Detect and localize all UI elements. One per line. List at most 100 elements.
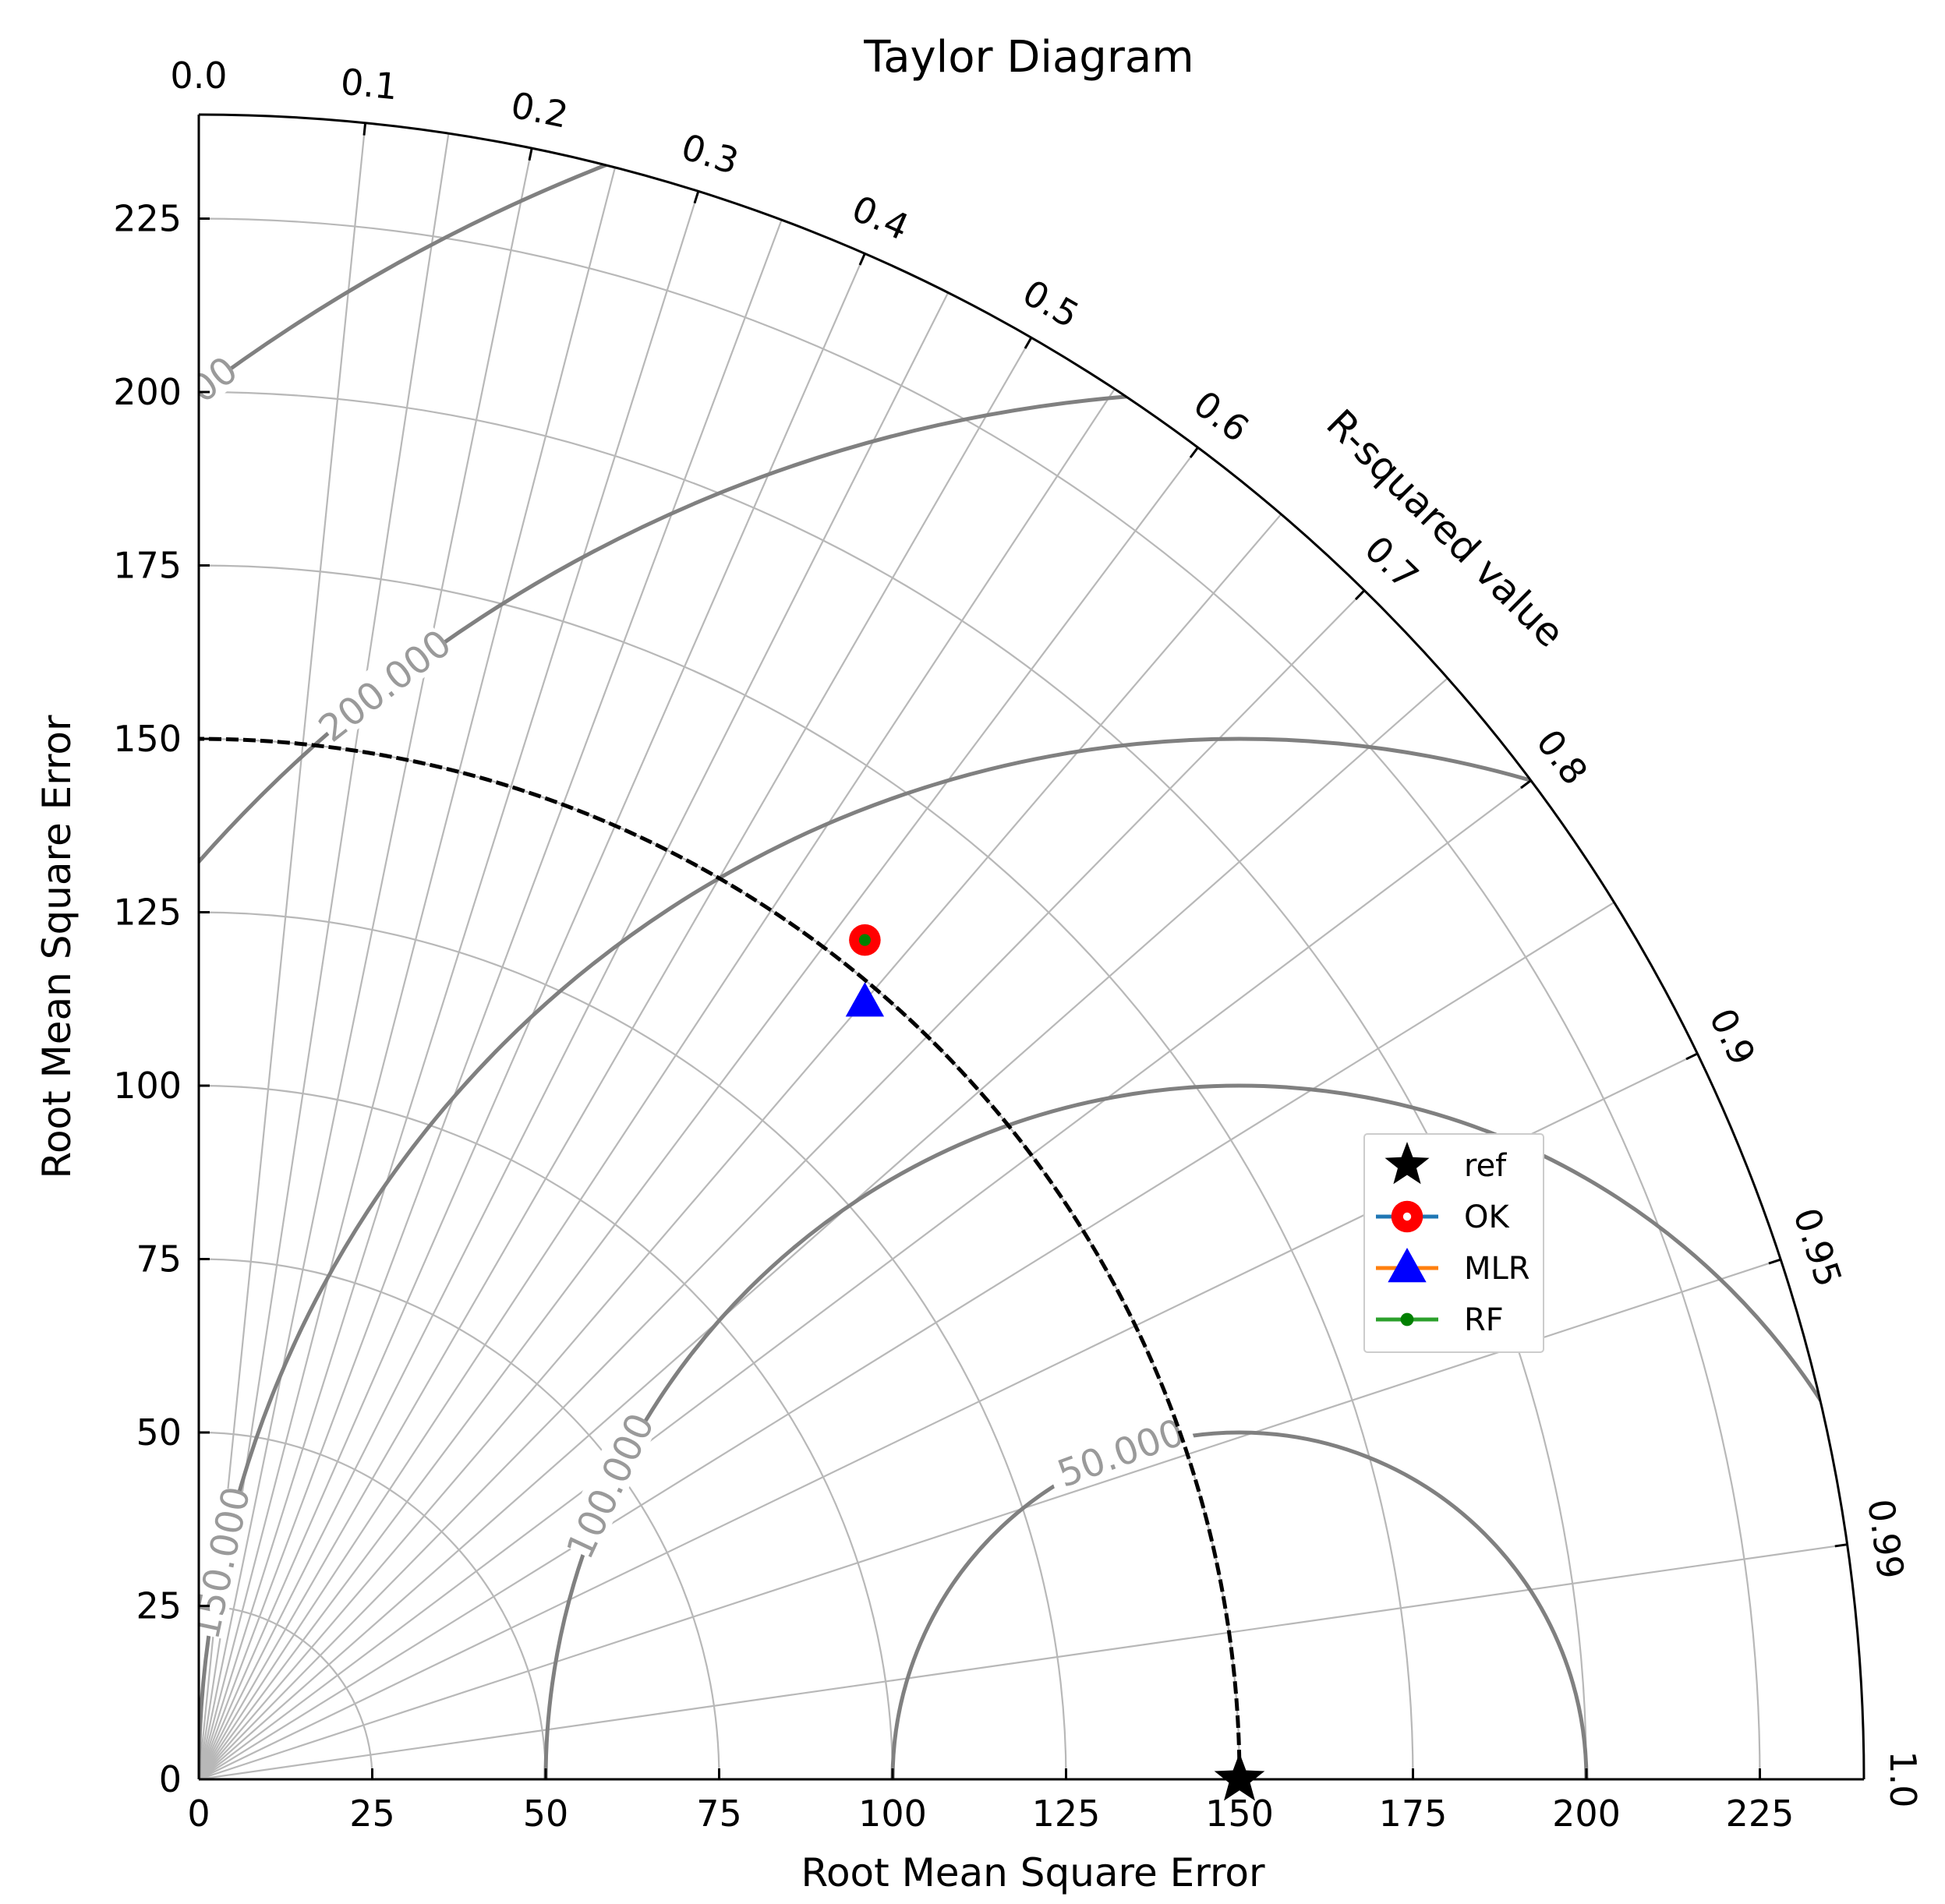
y-axis-title: Root Mean Square Error	[34, 715, 80, 1179]
grid-ray	[199, 337, 1032, 1779]
grid-arc	[199, 390, 1588, 1779]
x-tick-label: 0	[187, 1793, 210, 1835]
grid-arc	[199, 911, 1067, 1779]
correlation-tick	[858, 253, 866, 266]
correlation-tick-label: 0.3	[677, 125, 744, 182]
x-tick-label: 25	[349, 1793, 395, 1835]
x-tick-label: 200	[1552, 1793, 1621, 1835]
x-tick-label: 75	[696, 1793, 742, 1835]
correlation-tick	[528, 147, 533, 161]
correlation-tick-label: 0.9	[1701, 1001, 1763, 1071]
correlation-tick-label: 1.0	[1882, 1750, 1924, 1807]
legend-label-rf: RF	[1464, 1302, 1504, 1338]
legend-marker-ok-hole	[1402, 1212, 1412, 1221]
grid-ray	[199, 779, 1532, 1779]
rms-contour-label: 50.000	[1052, 1411, 1190, 1496]
correlation-tick	[1024, 337, 1033, 349]
y-tick-label: 25	[136, 1585, 182, 1627]
data-points	[845, 924, 1265, 1801]
grid-ray	[199, 447, 1199, 1779]
legend-marker-mlr	[1388, 1248, 1427, 1283]
y-tick-label: 50	[136, 1411, 182, 1454]
correlation-tick	[1768, 1258, 1781, 1265]
y-tick-label: 125	[113, 892, 182, 934]
grid-arc	[199, 217, 1761, 1779]
correlation-tick-label: 0.99	[1859, 1496, 1912, 1581]
reference-arc	[198, 737, 1242, 1780]
outer-arc	[198, 113, 1865, 1780]
grid-ray	[199, 901, 1615, 1779]
correlation-tick	[1189, 447, 1199, 458]
correlation-tick-label: 0.0	[170, 55, 227, 97]
legend-marker-ref	[1384, 1142, 1430, 1185]
grid-ray	[199, 291, 950, 1779]
x-tick-label: 150	[1205, 1793, 1274, 1835]
correlation-tick-label: 0.8	[1528, 722, 1596, 793]
correlation-tick	[1834, 1543, 1848, 1548]
correlation-tick	[1685, 1052, 1699, 1061]
data-point-mlr	[845, 982, 885, 1017]
legend-marker-ok	[1391, 1200, 1423, 1233]
x-tick-label: 125	[1032, 1793, 1101, 1835]
reference-std-arc	[198, 737, 1242, 1780]
y-tick-label: 0	[159, 1758, 182, 1800]
rms-contour-label: 200.000	[311, 621, 460, 751]
rms-contour-label-bg	[199, 1485, 254, 1639]
legend-label-ref: ref	[1464, 1148, 1507, 1184]
y-tick-label: 150	[113, 718, 182, 760]
grid-ray	[199, 589, 1365, 1779]
rms-contour-label-bg	[199, 348, 241, 472]
rms-contour-50	[890, 1430, 1589, 1779]
correlation-tick	[1354, 589, 1366, 601]
grid-ray	[199, 191, 699, 1779]
y-tick-label: 100	[113, 1065, 182, 1107]
correlation-tick-label: 0.4	[846, 187, 915, 249]
x-tick-label: 50	[523, 1793, 569, 1835]
angular-axis-title: R-squared value	[1317, 401, 1573, 656]
y-tick-label: 175	[113, 545, 182, 587]
data-point-ref	[1214, 1753, 1265, 1801]
correlation-tick-label: 0.5	[1016, 271, 1086, 336]
legend-marker-rf	[1400, 1312, 1414, 1326]
data-point-rf	[858, 934, 871, 946]
grid-ray	[199, 167, 617, 1779]
correlation-tick	[362, 122, 367, 136]
x-tick-label: 225	[1726, 1793, 1795, 1835]
grid-arc	[199, 1431, 547, 1779]
correlation-tick-label: 0.2	[507, 83, 571, 136]
correlation-tick	[1520, 779, 1532, 790]
legend-box	[1363, 1133, 1544, 1353]
chart-title: Taylor Diagram	[863, 32, 1194, 83]
y-tick-label: 75	[136, 1238, 182, 1281]
grid-arc	[199, 737, 1241, 1779]
grid-arc	[199, 564, 1414, 1779]
rms-contour-150	[199, 737, 1864, 1779]
legend-label-ok: OK	[1464, 1199, 1510, 1235]
legend-label-mlr: MLR	[1464, 1251, 1530, 1287]
legend: ref OK MLR RF	[1363, 1133, 1544, 1353]
grid-ray	[199, 677, 1448, 1779]
x-axis-title: Root Mean Square Error	[801, 1850, 1265, 1895]
axes-layer: 0 25 50 75 100 125 150 175 200 225 0 25 50 75 100 125 15…	[113, 55, 1924, 1835]
grid-ray	[199, 219, 783, 1779]
y-tick-label: 200	[113, 371, 182, 413]
correlation-tick-label: 0.7	[1356, 528, 1427, 598]
correlation-tick-label: 0.6	[1186, 383, 1257, 450]
rms-contour-label-bg	[312, 622, 454, 746]
y-tick-label: 225	[113, 198, 182, 240]
grid-ray	[199, 514, 1282, 1779]
rms-contour-label-bg	[1043, 1406, 1197, 1496]
correlation-tick	[693, 190, 700, 204]
rms-contour-label: 100.000	[558, 1407, 663, 1566]
x-tick-label: 175	[1379, 1793, 1448, 1835]
grid-ray	[199, 147, 533, 1779]
grid-layer	[199, 122, 1848, 1779]
rms-contour-label-bg	[558, 1409, 658, 1561]
grid-arc	[199, 1258, 720, 1779]
correlation-tick-label: 0.1	[339, 60, 400, 108]
rms-contour-label: 150.000	[184, 1483, 259, 1644]
grid-ray	[199, 388, 1116, 1779]
grid-arc	[199, 1605, 373, 1779]
grid-ray	[199, 1543, 1848, 1779]
